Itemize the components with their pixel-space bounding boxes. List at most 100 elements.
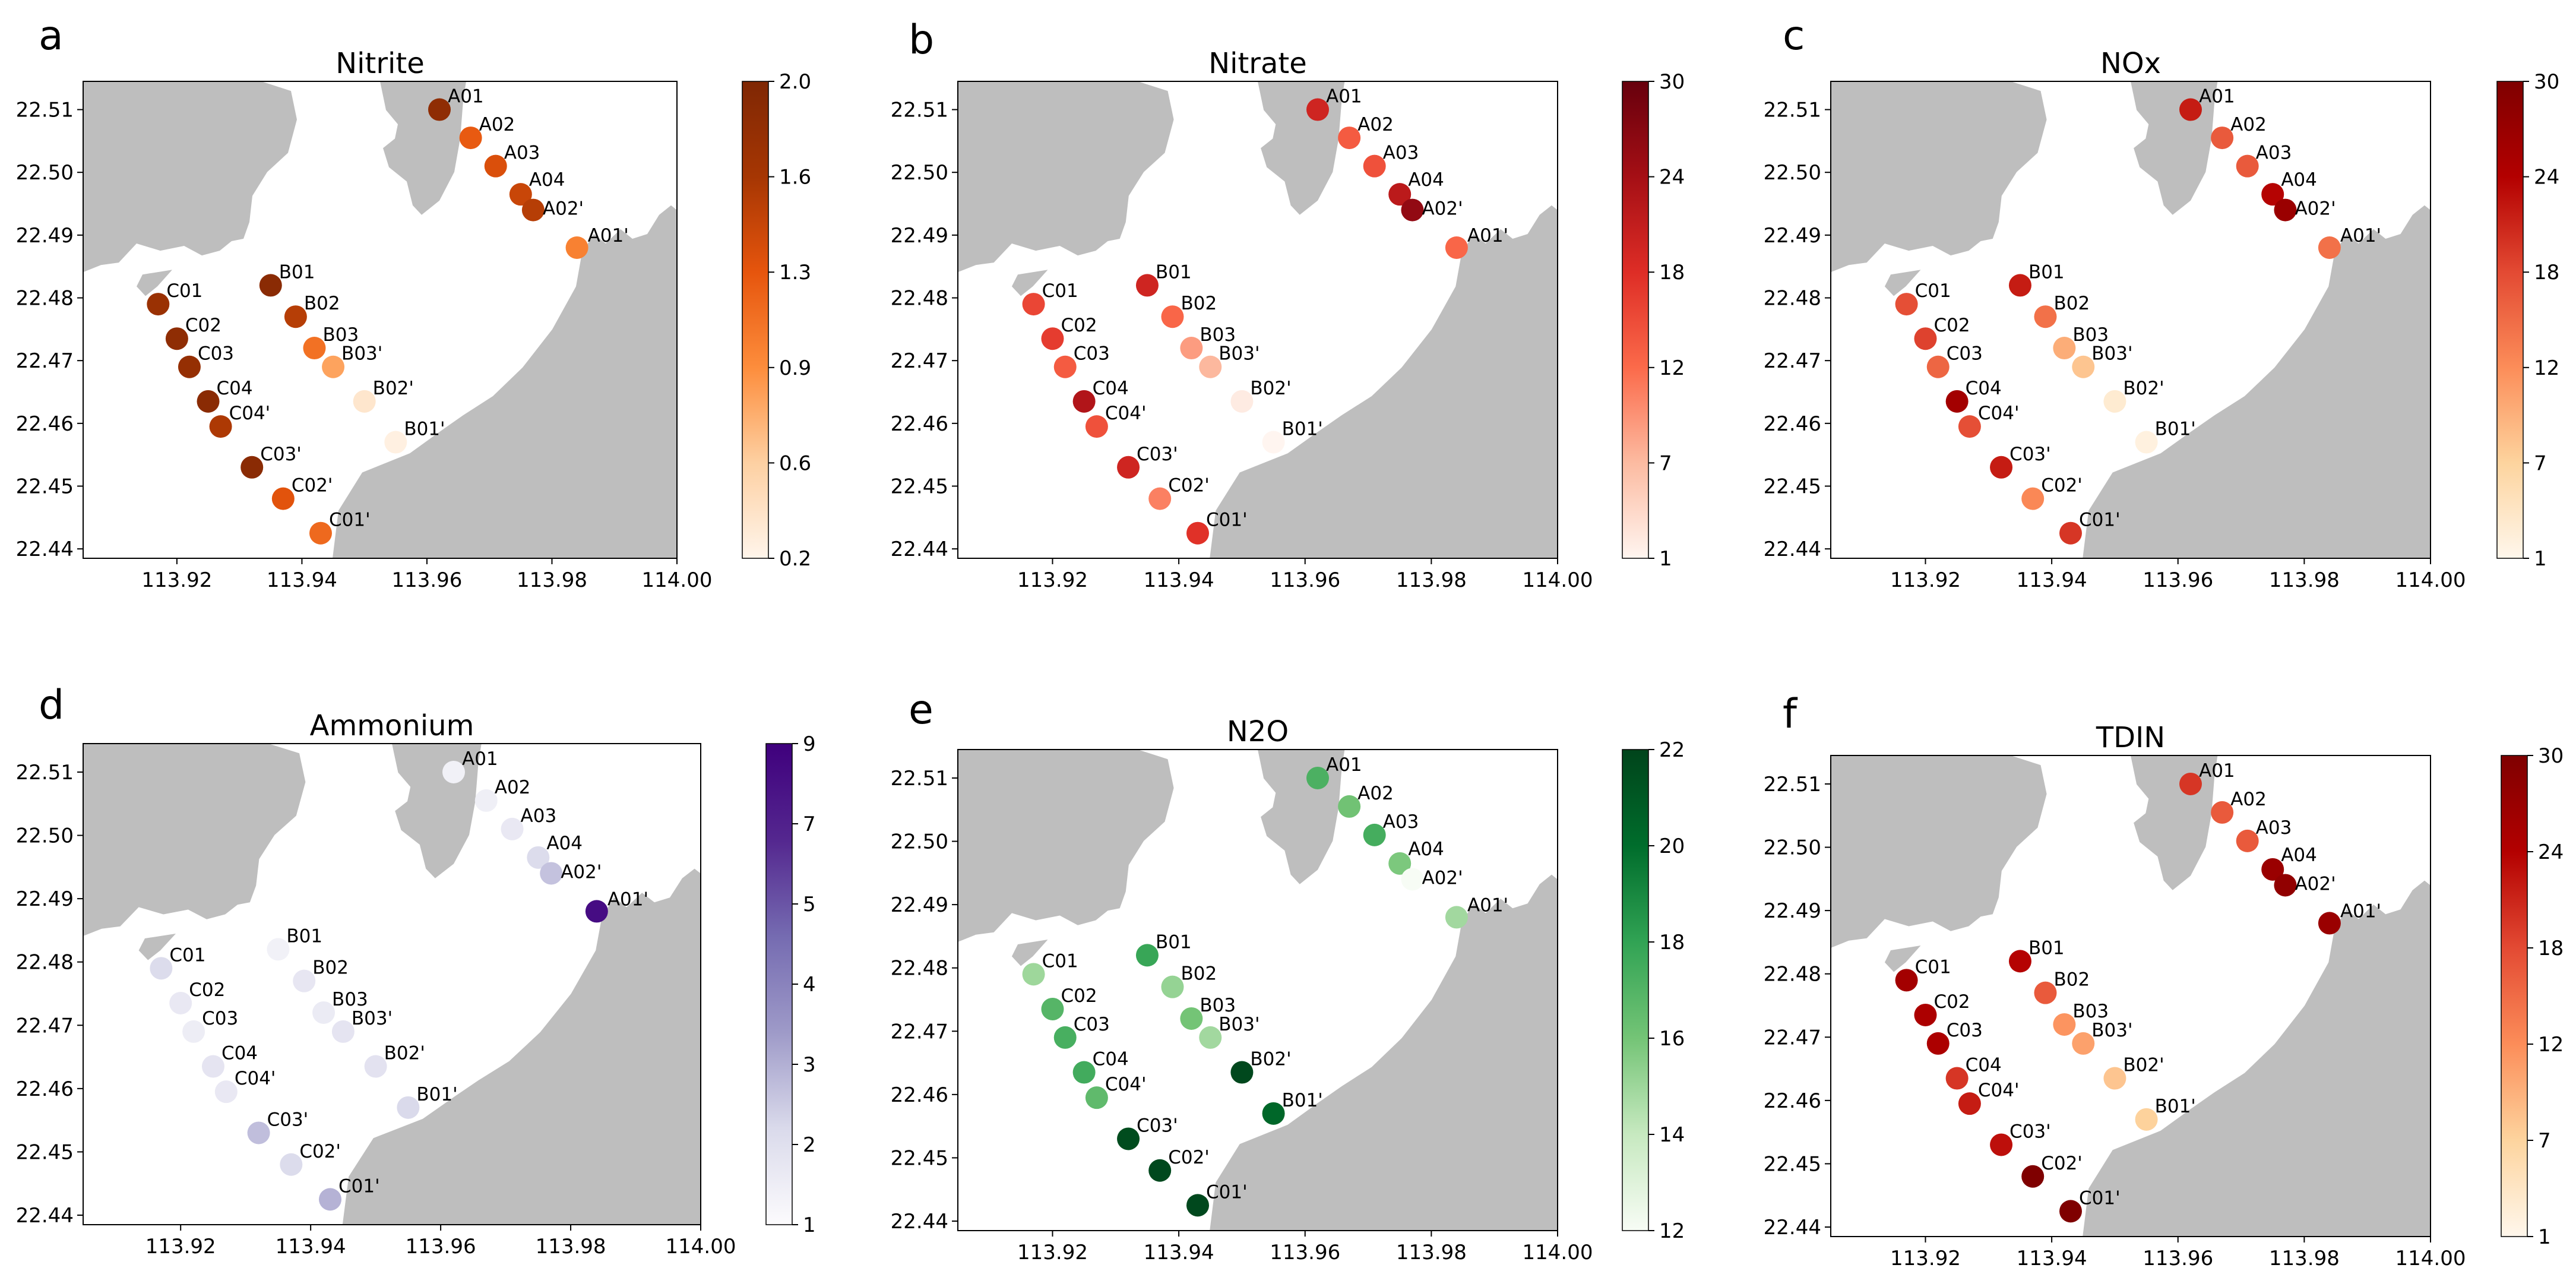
land-polygon	[1210, 205, 1558, 558]
station-point	[1306, 98, 1329, 121]
station-label: B03	[1200, 324, 1236, 346]
station-label: B03'	[352, 1008, 393, 1029]
station-label: A02'	[2295, 873, 2336, 894]
x-tick-label: 113.92	[1017, 1241, 1088, 1264]
x-tick-label: 113.94	[2017, 568, 2087, 592]
station-point	[474, 789, 498, 812]
station-label: C04'	[1978, 403, 2020, 424]
colorbar-tick-label: 9	[803, 732, 816, 756]
station-label: C02'	[1168, 1147, 1210, 1168]
station-label: B02	[2053, 969, 2090, 991]
colorbar-tick-label: 22	[1659, 738, 1685, 762]
station-point	[331, 1020, 355, 1043]
colorbar-tick-label: 7	[2538, 1129, 2551, 1153]
station-point	[521, 198, 545, 222]
station-label: B01	[1156, 931, 1192, 953]
station-label: C01'	[1206, 510, 1248, 531]
x-tick-label: 113.96	[1270, 568, 1340, 592]
station-point	[2053, 337, 2076, 360]
station-point	[1186, 521, 1209, 545]
station-point	[169, 991, 192, 1014]
station-point	[585, 900, 608, 923]
y-tick-label: 22.50	[1764, 836, 1821, 860]
y-tick-label: 22.47	[16, 1014, 74, 1038]
station-point	[1401, 868, 1424, 891]
colorbar	[765, 743, 793, 1225]
station-label: A04	[546, 833, 583, 854]
station-label: A02'	[543, 198, 584, 220]
station-point	[1180, 337, 1203, 360]
station-point	[1914, 327, 1937, 350]
y-tick-label: 22.50	[891, 161, 948, 185]
station-point	[2103, 1067, 2126, 1090]
station-point	[182, 1020, 205, 1043]
station-point	[2236, 829, 2259, 852]
colorbar	[742, 81, 769, 559]
station-point	[209, 415, 232, 438]
station-point	[2034, 305, 2057, 328]
station-label: C02'	[292, 475, 333, 497]
panel-d: d Ammonium 113.92 113.94 113.96 113.98 114.00 2…	[16, 682, 816, 1259]
station-point	[2211, 127, 2234, 150]
y-tick-label: 22.47	[1764, 349, 1821, 373]
station-point	[2135, 1108, 2158, 1131]
station-label: A01'	[607, 889, 648, 910]
station-point	[2135, 431, 2158, 454]
y-tick-label: 22.44	[16, 538, 74, 561]
station-label: A02	[495, 777, 531, 798]
y-tick-label: 22.51	[16, 99, 74, 122]
station-label: C04'	[1105, 1074, 1147, 1095]
station-label: C03'	[2009, 1121, 2051, 1142]
panel-letter: b	[909, 17, 934, 64]
station-label: A02	[2230, 114, 2267, 135]
colorbar-tick-label: 18	[2538, 937, 2564, 960]
y-tick-label: 22.51	[891, 99, 948, 122]
station-point	[1895, 293, 1918, 316]
station-point	[484, 154, 507, 178]
station-label: A03	[521, 805, 557, 827]
land-polygon	[1884, 946, 1921, 972]
station-point	[267, 938, 290, 961]
station-point	[1914, 1003, 1937, 1026]
x-tick-label: 113.94	[1144, 568, 1214, 592]
station-point	[527, 846, 550, 869]
station-label: A01	[2199, 86, 2235, 108]
x-tick-label: 113.96	[2143, 1247, 2213, 1270]
station-point	[1945, 1067, 1969, 1090]
station-point	[2261, 858, 2284, 881]
colorbar-tick-label: 5	[803, 893, 816, 916]
station-label: B03	[332, 989, 368, 1010]
station-point	[364, 1055, 387, 1078]
station-point	[1022, 963, 1045, 986]
station-label: C03'	[2009, 444, 2051, 465]
x-tick-label: 113.94	[267, 568, 337, 592]
land-polygon	[1011, 940, 1048, 966]
station-label: C03	[1947, 343, 1983, 365]
station-label: B01'	[416, 1084, 457, 1105]
station-label: B01'	[2155, 1096, 2196, 1117]
station-label: A03	[1383, 143, 1419, 164]
land-polygon	[342, 868, 701, 1225]
station-point	[201, 1055, 224, 1078]
chart-title: Ammonium	[310, 709, 474, 742]
station-label: C03	[1074, 343, 1110, 365]
station-label: B02	[304, 293, 340, 314]
station-point	[1363, 154, 1386, 178]
y-tick-label: 22.48	[16, 951, 74, 975]
station-label: A01'	[1467, 894, 1508, 916]
map-area	[1831, 755, 2431, 1237]
panel-c: c NOx 113.92 113.94 113.96 113.98 114.00 22.44 2…	[1764, 12, 2560, 592]
y-tick-label: 22.50	[16, 161, 74, 185]
colorbar-tick-label: 1.3	[779, 261, 811, 284]
station-label: B03	[322, 324, 359, 346]
y-tick-label: 22.47	[1764, 1026, 1821, 1049]
station-label: C01	[166, 280, 202, 302]
station-point	[147, 293, 170, 316]
station-label: C04'	[235, 1068, 276, 1089]
station-label: A01'	[2340, 225, 2381, 246]
station-label: B03'	[1219, 343, 1259, 365]
station-point	[1117, 456, 1140, 479]
chart-title: TDIN	[2096, 721, 2165, 754]
land-polygon	[137, 270, 172, 296]
